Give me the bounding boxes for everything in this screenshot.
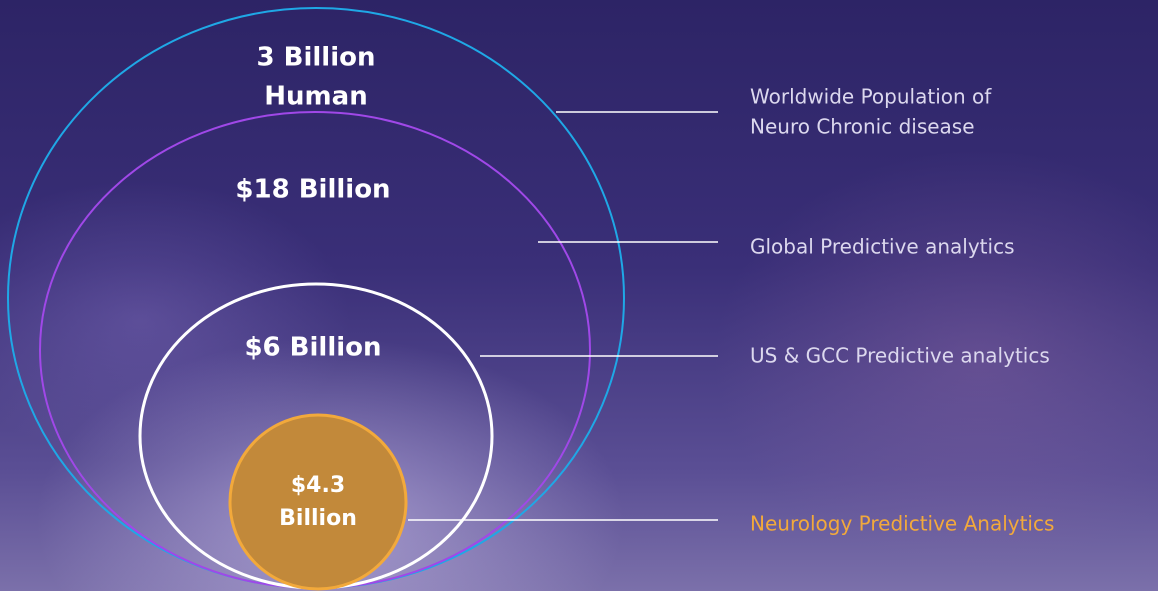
value-text: $6 Billion [244, 333, 381, 363]
description: Neuro Chronic disease [750, 115, 975, 139]
slide: 3 Billion Human $18 Billion $6 Billion $… [0, 0, 1158, 591]
value-text: Billion [279, 506, 357, 531]
value-text: Human [264, 82, 367, 112]
value-text: $18 Billion [235, 175, 390, 205]
description: Global Predictive analytics [750, 235, 1015, 259]
description: Worldwide Population of [750, 85, 992, 109]
value-text: $4.3 [291, 473, 345, 498]
market-diagram: 3 Billion Human $18 Billion $6 Billion $… [0, 0, 1158, 591]
value-text: 3 Billion [257, 43, 376, 73]
description: US & GCC Predictive analytics [750, 344, 1050, 368]
inner-circle [230, 415, 406, 589]
description: Neurology Predictive Analytics [750, 512, 1054, 536]
